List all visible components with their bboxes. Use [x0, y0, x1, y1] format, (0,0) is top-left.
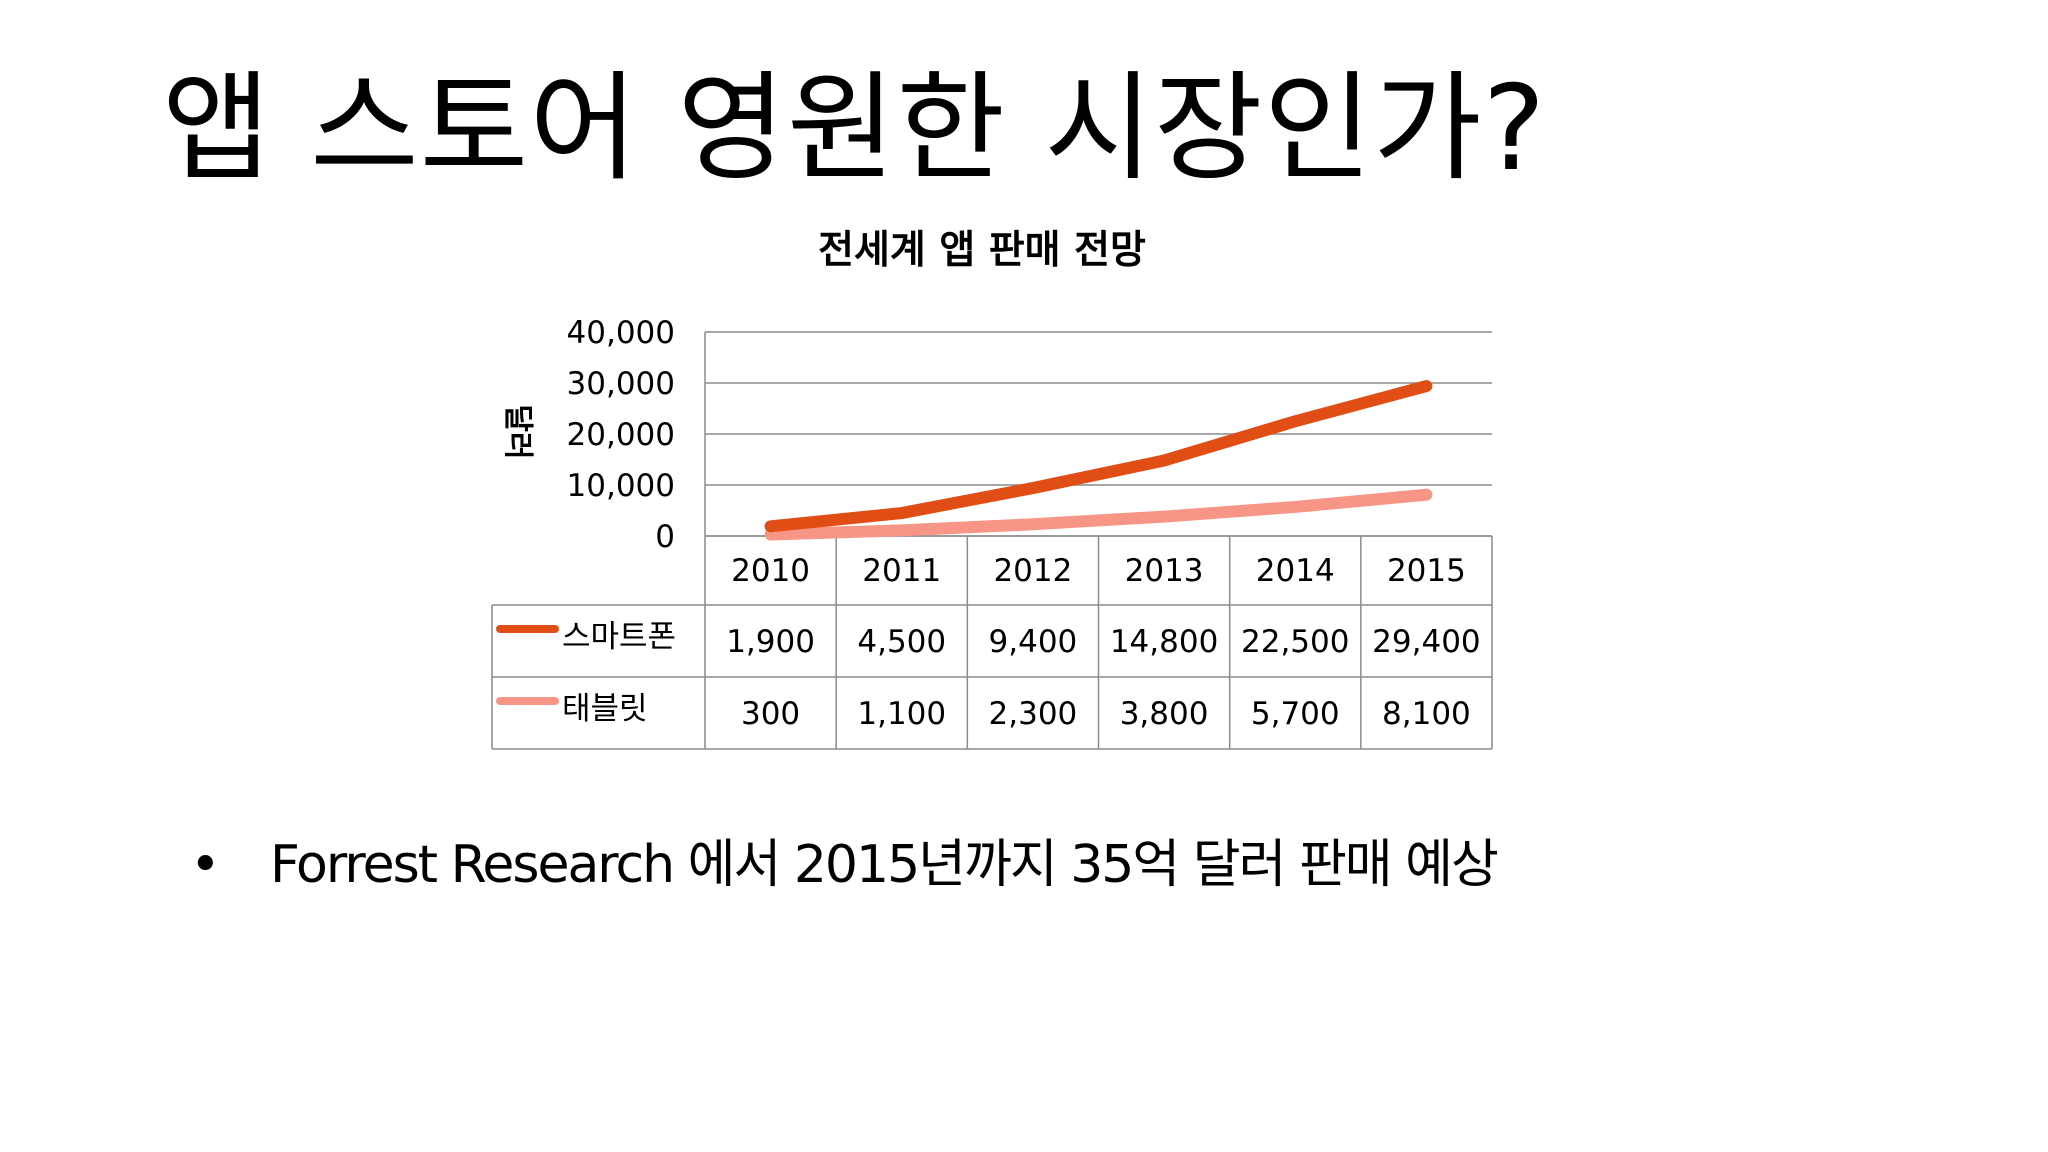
- y-tick-label: 0: [655, 519, 675, 555]
- legend-label: 태블릿: [562, 691, 648, 727]
- x-tick-label: 2014: [1256, 553, 1335, 589]
- y-tick-label: 20,000: [567, 417, 675, 453]
- bullet-marker: •: [190, 835, 221, 895]
- y-tick-label: 30,000: [567, 366, 675, 402]
- legend-label: 스마트폰: [562, 619, 676, 655]
- data-label: 5,700: [1251, 696, 1340, 732]
- data-label: 300: [741, 696, 800, 732]
- data-label: 9,400: [989, 624, 1078, 660]
- bullet-text: Forrest Research 에서 2015년까지 35억 달러 판매 예상: [270, 835, 1499, 895]
- y-axis-label: 달러: [500, 404, 535, 459]
- chart-title: 전세계 앱 판매 전망: [818, 228, 1146, 273]
- slide-title: 앱 스토어 영원한 시장인가?: [162, 59, 1547, 197]
- data-label: 29,400: [1372, 624, 1480, 660]
- series-line: [764, 380, 1433, 533]
- x-tick-label: 2013: [1125, 553, 1204, 589]
- data-label: 3,800: [1120, 696, 1209, 732]
- series-line: [764, 488, 1433, 541]
- series-lines: [764, 380, 1433, 541]
- data-label: 4,500: [857, 624, 946, 660]
- x-tick-label: 2010: [731, 553, 810, 589]
- data-label: 22,500: [1241, 624, 1349, 660]
- y-tick-labels: 40,000 30,000 20,000 10,000 0: [567, 315, 675, 555]
- data-label: 14,800: [1110, 624, 1218, 660]
- data-label: 8,100: [1382, 696, 1471, 732]
- x-tick-label: 2015: [1387, 553, 1466, 589]
- x-tick-label: 2012: [993, 553, 1072, 589]
- y-tick-label: 10,000: [567, 468, 675, 504]
- data-label: 2,300: [989, 696, 1078, 732]
- y-tick-label: 40,000: [567, 315, 675, 351]
- x-tick-label: 2011: [862, 553, 941, 589]
- data-label: 1,100: [857, 696, 946, 732]
- gridlines: [704, 331, 1492, 537]
- data-table: 2010 2011 2012 2013 2014 2015 스마트폰 1,900 4,500 9,…: [491, 535, 1493, 750]
- data-label: 1,900: [726, 624, 815, 660]
- bullet-item: • Forrest Research 에서 2015년까지 35억 달러 판매 예…: [190, 822, 1499, 897]
